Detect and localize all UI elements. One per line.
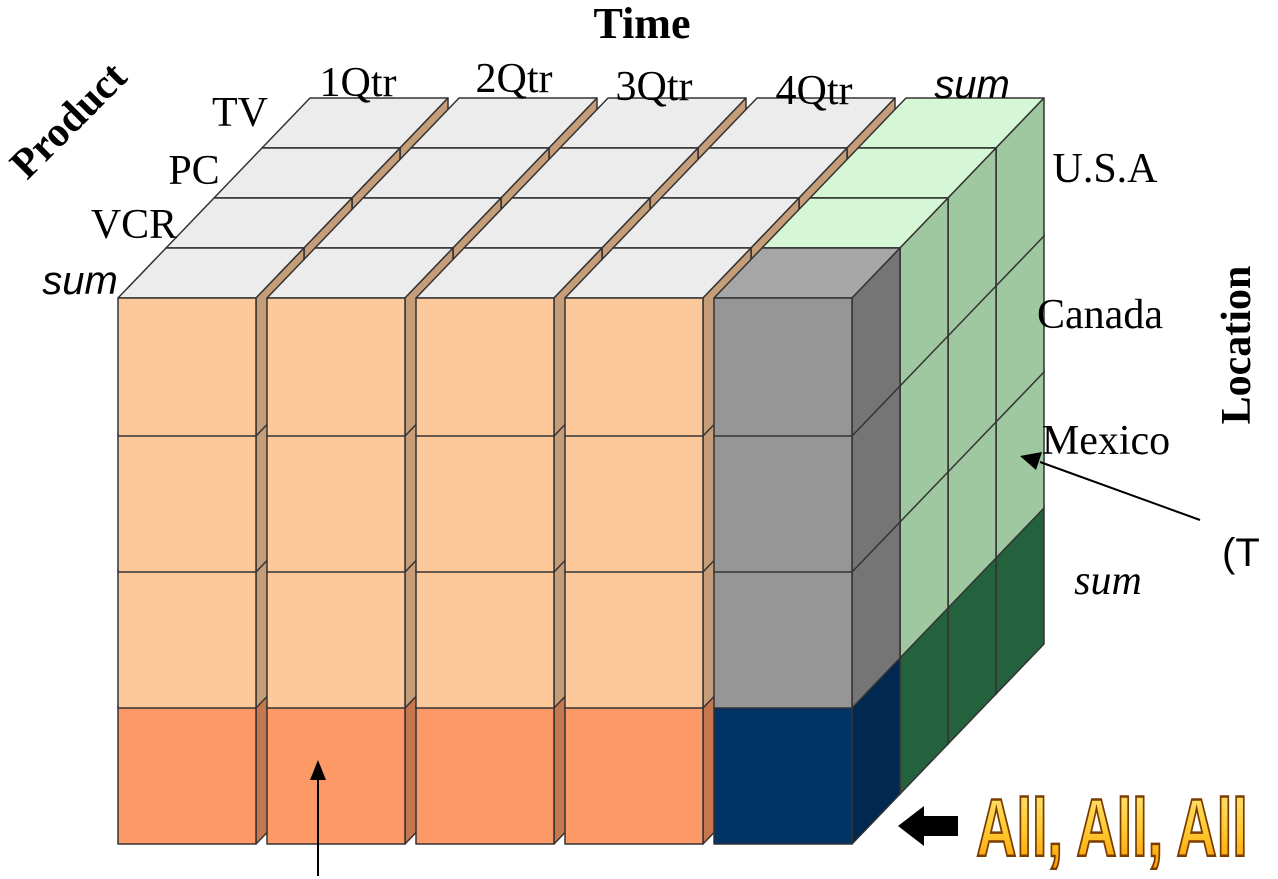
cube-face-front	[117, 297, 257, 437]
cube-face-front	[415, 433, 555, 573]
cube-face-front	[266, 569, 406, 709]
cube-face-front	[713, 433, 853, 573]
cube-face-front	[266, 705, 406, 845]
cube-face-front	[266, 297, 406, 437]
location-label-usa: U.S.A	[1052, 146, 1158, 192]
cube-face-front	[564, 569, 704, 709]
time-label-2qtr: 2Qtr	[476, 56, 553, 102]
all-all-all-label: All, All, All	[976, 782, 1248, 873]
cube-face-front	[713, 705, 853, 845]
callout-arrowhead-bottom	[310, 760, 326, 780]
cube-face-front	[266, 433, 406, 573]
callout-line-right	[1039, 461, 1201, 521]
cube-face-front	[564, 433, 704, 573]
time-axis-title: Time	[594, 0, 691, 48]
callout-arrowhead-right	[1020, 452, 1042, 470]
cube-face-front	[713, 569, 853, 709]
cube-face-front	[564, 297, 704, 437]
time-label-sum: sum	[934, 63, 1010, 107]
cube-face-front	[564, 705, 704, 845]
product-axis-title: Product	[2, 54, 136, 188]
location-label-canada: Canada	[1037, 292, 1163, 338]
right-callout-text: (T	[1222, 531, 1260, 575]
location-axis-title: Location	[1214, 266, 1260, 425]
product-label-pc: PC	[168, 148, 219, 194]
time-label-3qtr: 3Qtr	[616, 64, 693, 110]
cube-face-front	[415, 297, 555, 437]
cube-cell	[713, 247, 901, 437]
location-label-mexico: Mexico	[1042, 418, 1170, 464]
cube-face-front	[117, 705, 257, 845]
product-label-sum: sum	[42, 259, 118, 303]
location-label-sum: sum	[1074, 558, 1142, 604]
cube-face-front	[415, 569, 555, 709]
cube-face-front	[117, 433, 257, 573]
product-label-vcr: VCR	[91, 202, 177, 248]
cube-face-front	[713, 297, 853, 437]
time-label-4qtr: 4Qtr	[776, 68, 853, 114]
left-arrow-icon	[898, 806, 958, 846]
data-cube	[117, 97, 1045, 845]
time-label-1qtr: 1Qtr	[320, 60, 397, 106]
product-label-tv: TV	[212, 90, 268, 136]
cube-face-front	[415, 705, 555, 845]
cube-face-front	[117, 569, 257, 709]
